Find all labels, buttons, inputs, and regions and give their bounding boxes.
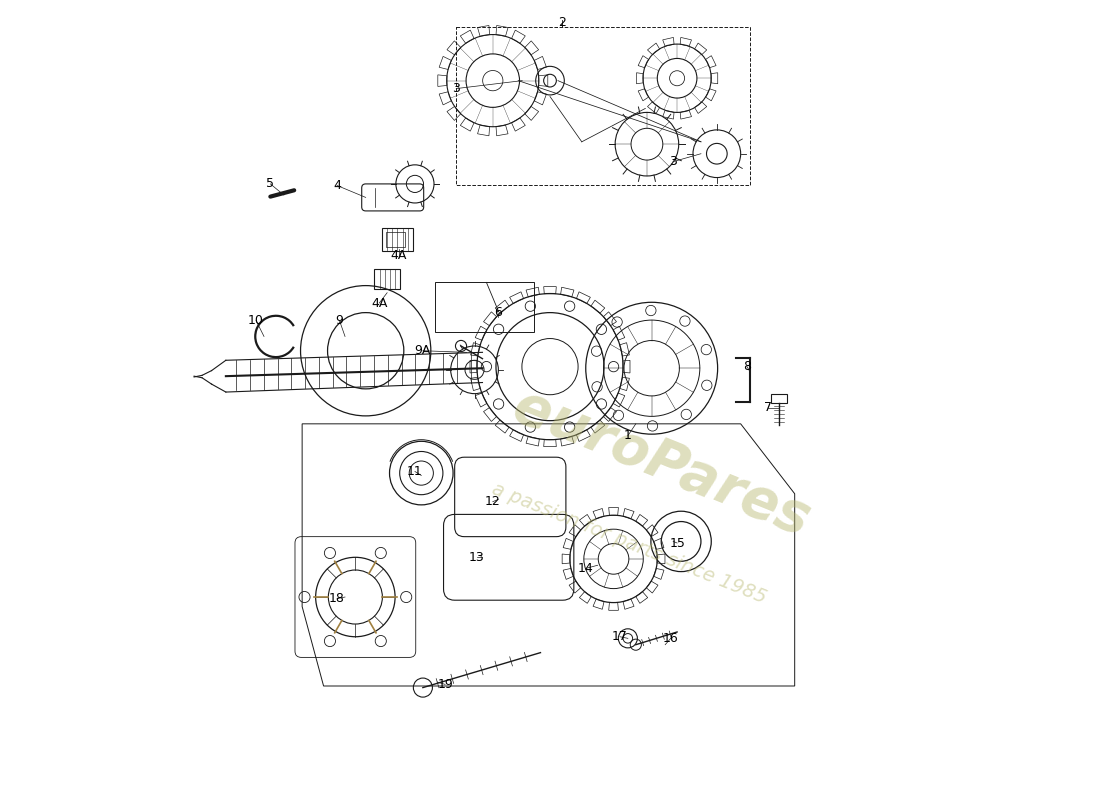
Text: 16: 16	[663, 632, 679, 645]
Text: 7: 7	[764, 402, 772, 414]
Bar	[386, 232, 405, 246]
Text: 12: 12	[485, 495, 501, 508]
Bar	[771, 394, 786, 403]
Text: a passion for parts since 1985: a passion for parts since 1985	[490, 479, 770, 607]
Text: 17: 17	[612, 630, 628, 643]
Text: 14: 14	[578, 562, 594, 575]
Text: 1: 1	[624, 430, 631, 442]
Text: 13: 13	[469, 550, 485, 564]
Text: 9A: 9A	[415, 344, 431, 358]
Text: 18: 18	[329, 592, 345, 605]
Text: 6: 6	[494, 306, 503, 319]
Text: 9: 9	[336, 314, 343, 327]
Bar	[382, 228, 414, 251]
Text: 5: 5	[266, 178, 274, 190]
Text: 4: 4	[333, 179, 341, 192]
Text: euroPares: euroPares	[505, 379, 817, 548]
Text: 8: 8	[742, 360, 751, 373]
Text: 3: 3	[452, 82, 460, 95]
Text: 4A: 4A	[390, 249, 407, 262]
Text: 2: 2	[558, 16, 565, 29]
Bar	[374, 270, 400, 289]
Text: 3: 3	[669, 155, 678, 168]
Text: 11: 11	[407, 465, 422, 478]
Text: 10: 10	[249, 314, 264, 327]
Text: 19: 19	[438, 678, 453, 691]
Text: 15: 15	[669, 537, 685, 550]
Text: 4A: 4A	[371, 297, 387, 310]
